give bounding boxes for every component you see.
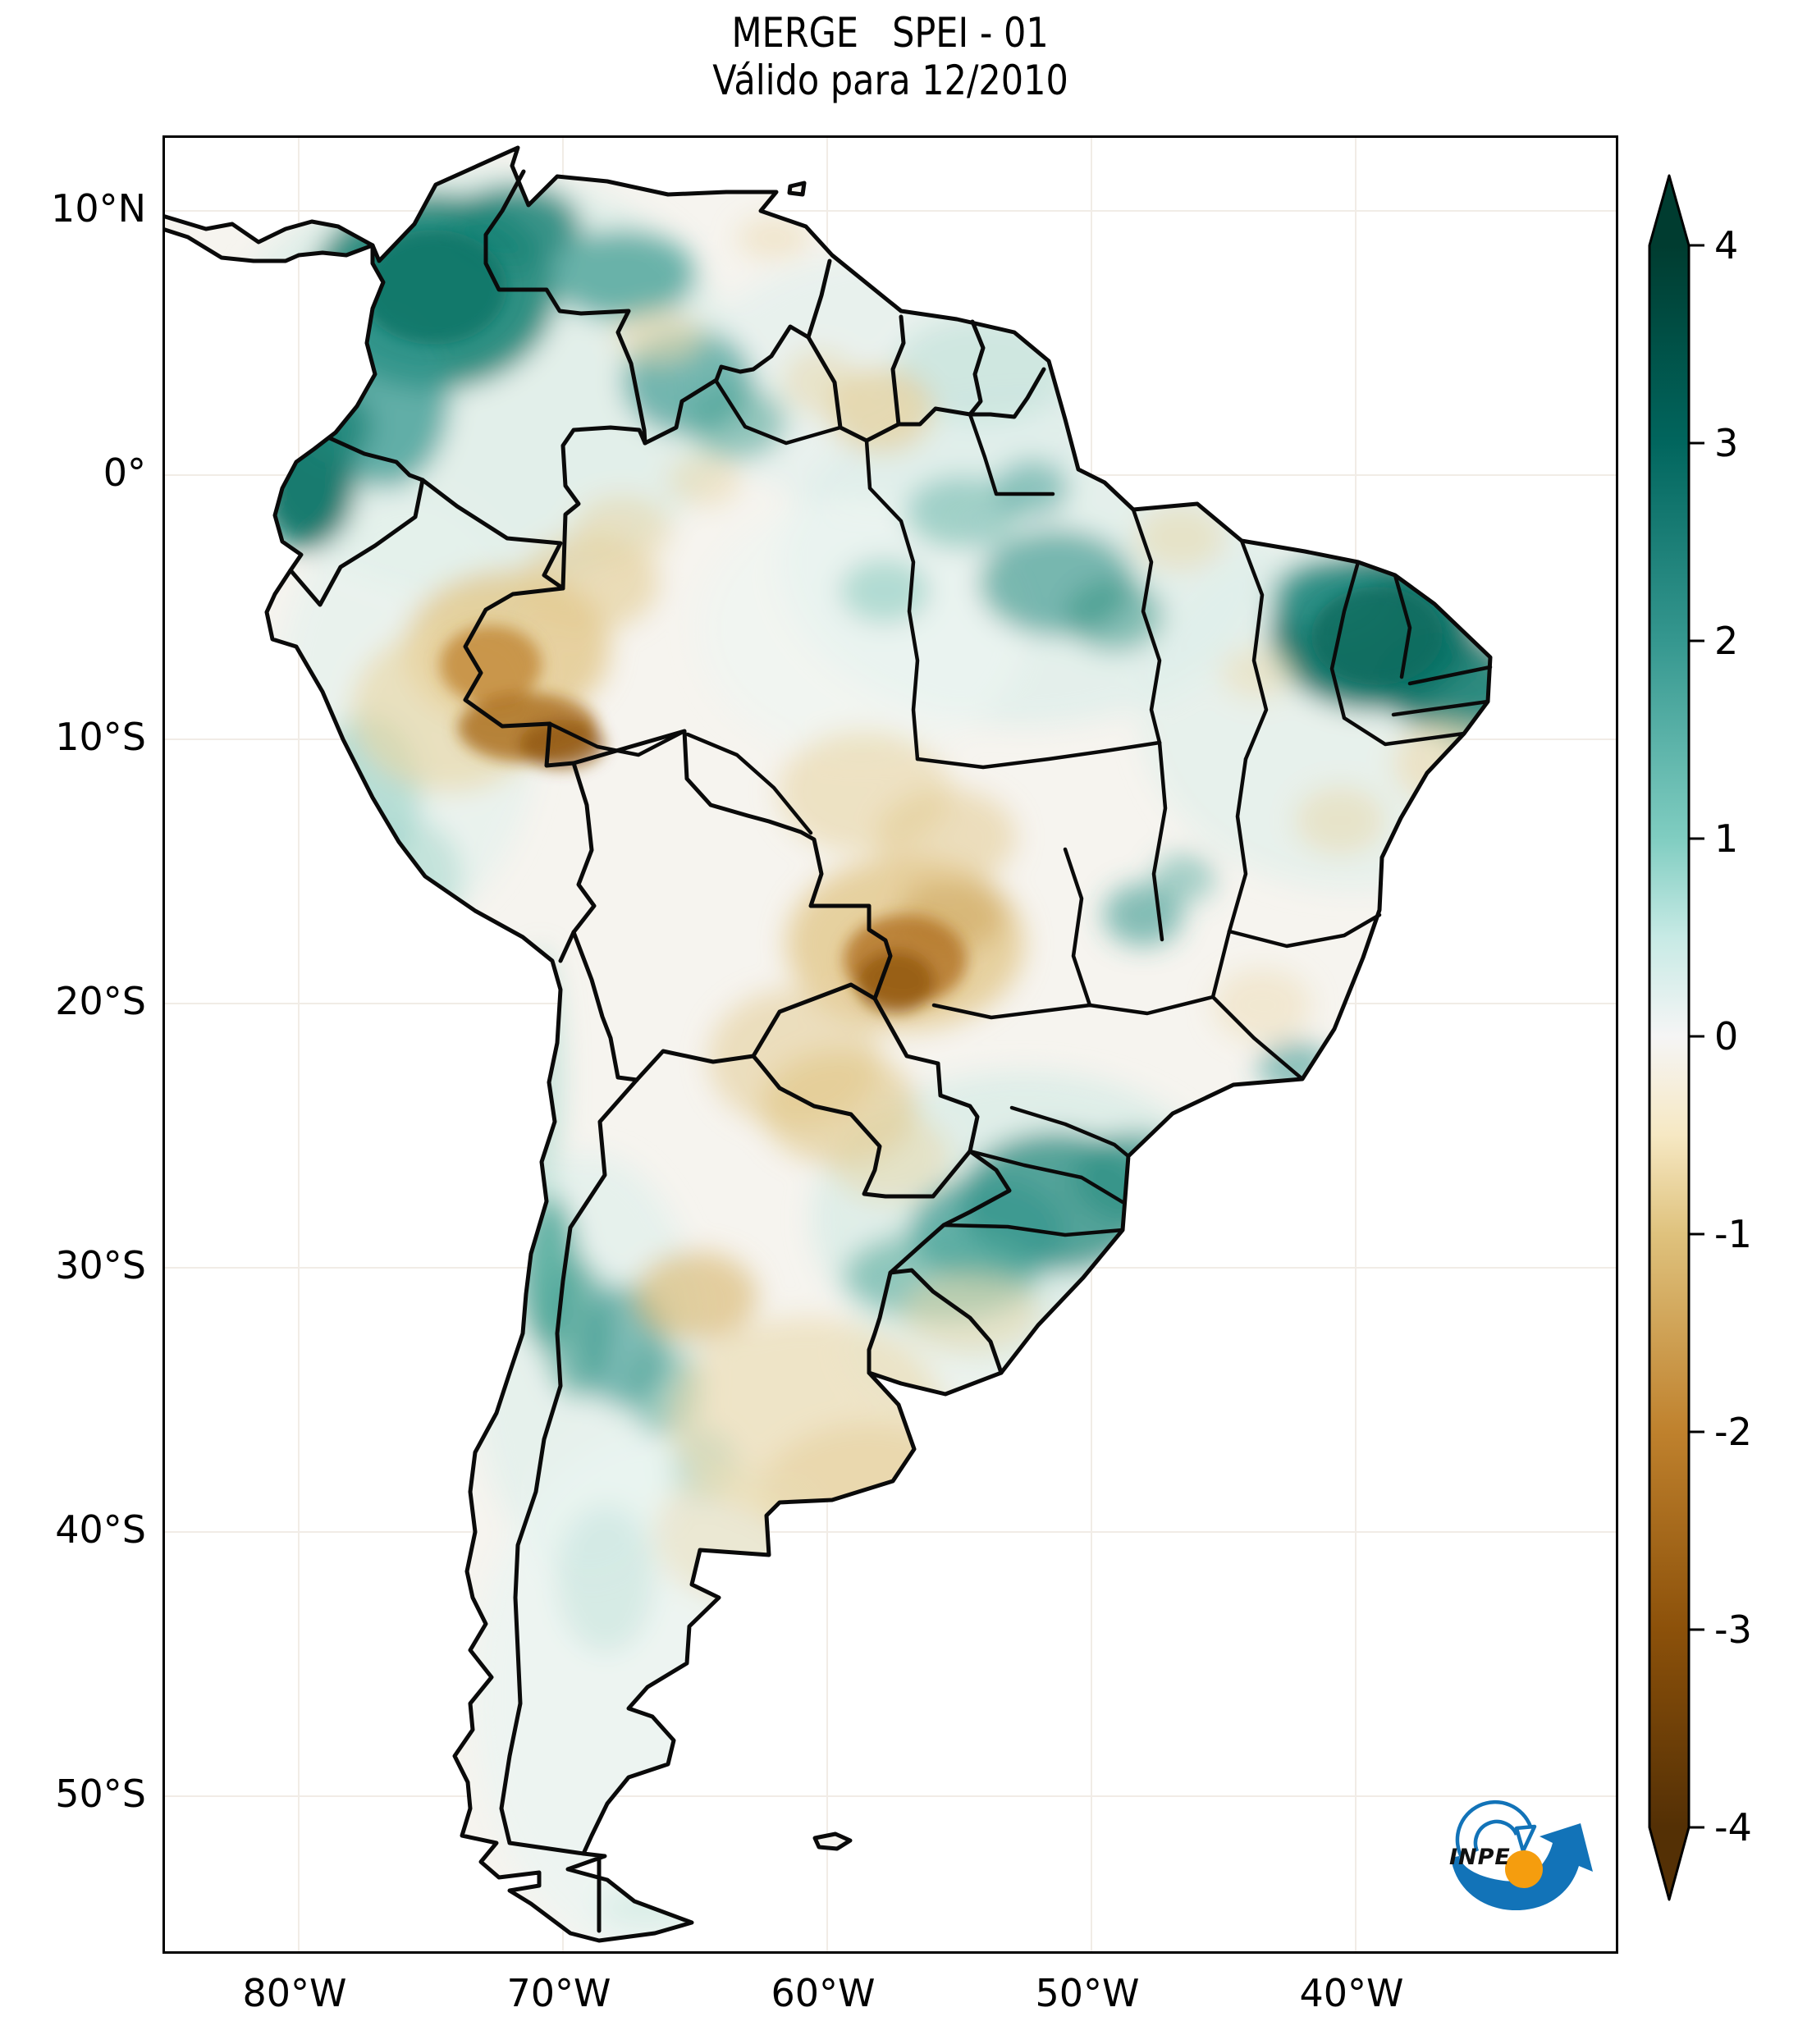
inpe-logo: INPE [1449, 1799, 1593, 1910]
lon-tick-80w: 80°W [242, 1971, 347, 2015]
state-borders [547, 379, 1493, 1237]
lat-tick-10n: 10°N [51, 186, 146, 231]
lat-tick-0: 0° [103, 450, 146, 495]
colorbar-tick-labels: 4 3 2 1 0 -1 -2 -3 -4 [1714, 223, 1752, 1850]
cbar-label-1: 1 [1714, 816, 1738, 861]
inpe-swoosh-arrow-icon: INPE [1449, 1799, 1593, 1910]
chart-title: MERGE SPEI - 01 [731, 9, 1050, 57]
colorbar-ticks [1689, 244, 1704, 1829]
lat-tick-10s: 10°S [55, 715, 146, 759]
chart-subtitle: Válido para 12/2010 [712, 57, 1068, 104]
lon-tick-50w: 50°W [1035, 1971, 1140, 2015]
lat-tick-40s: 40°S [55, 1507, 146, 1552]
inpe-orange-ball-icon [1505, 1850, 1543, 1888]
lon-tick-40w: 40°W [1299, 1971, 1404, 2015]
cbar-label-2: 2 [1714, 619, 1738, 663]
cbar-label-n4: -4 [1714, 1805, 1752, 1850]
map-frame [162, 135, 1618, 1954]
cbar-label-0: 0 [1714, 1014, 1738, 1059]
country-borders [288, 169, 1046, 1933]
colorbar-gradient-bar [1648, 174, 1690, 1901]
lon-tick-70w: 70°W [506, 1971, 611, 2015]
falkland-islands [812, 1831, 853, 1851]
lat-tick-20s: 20°S [55, 979, 146, 1023]
cbar-label-4: 4 [1714, 223, 1738, 268]
lon-tick-60w: 60°W [771, 1971, 876, 2015]
trinidad-island [787, 181, 807, 197]
cbar-label-n2: -2 [1714, 1410, 1752, 1454]
lat-tick-30s: 30°S [55, 1243, 146, 1287]
map-panel [162, 135, 1618, 1954]
colorbar: 4 3 2 1 0 -1 -2 -3 -4 [1648, 174, 1752, 1901]
cbar-label-n1: -1 [1714, 1212, 1752, 1256]
coastline [162, 145, 1493, 1943]
cbar-label-n3: -3 [1714, 1607, 1752, 1652]
lat-tick-50s: 50°S [55, 1772, 146, 1816]
cbar-label-3: 3 [1714, 421, 1738, 465]
inpe-logo-text: INPE [1449, 1845, 1511, 1870]
